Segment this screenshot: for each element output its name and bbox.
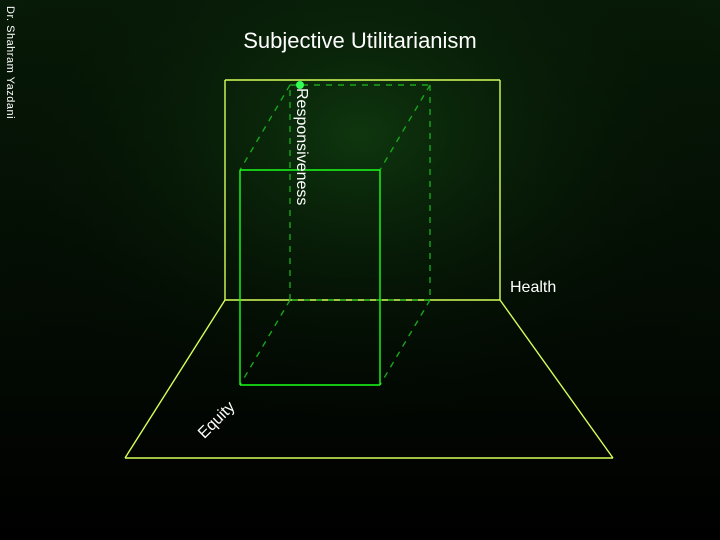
author-credit: Dr. Shahram Yazdani bbox=[4, 6, 16, 119]
page-title: Subjective Utilitarianism bbox=[0, 28, 720, 54]
axis-label-health: Health bbox=[510, 279, 556, 297]
cube-diagram bbox=[0, 0, 720, 540]
stage: Dr. Shahram Yazdani Subjective Utilitari… bbox=[0, 0, 720, 540]
axis-label-responsiveness: Responsiveness bbox=[292, 88, 310, 205]
